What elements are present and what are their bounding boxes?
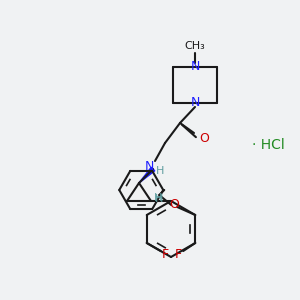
- Polygon shape: [139, 167, 155, 183]
- Text: F: F: [175, 248, 182, 262]
- Text: N: N: [144, 160, 154, 172]
- Text: H: H: [155, 194, 163, 204]
- Text: O: O: [199, 133, 209, 146]
- Text: N: N: [190, 97, 200, 110]
- Text: H: H: [154, 193, 162, 203]
- Text: F: F: [162, 248, 169, 262]
- Text: H: H: [156, 166, 164, 176]
- Text: CH₃: CH₃: [184, 41, 206, 51]
- Text: · HCl: · HCl: [252, 138, 285, 152]
- Text: O: O: [169, 197, 179, 211]
- Text: N: N: [190, 61, 200, 74]
